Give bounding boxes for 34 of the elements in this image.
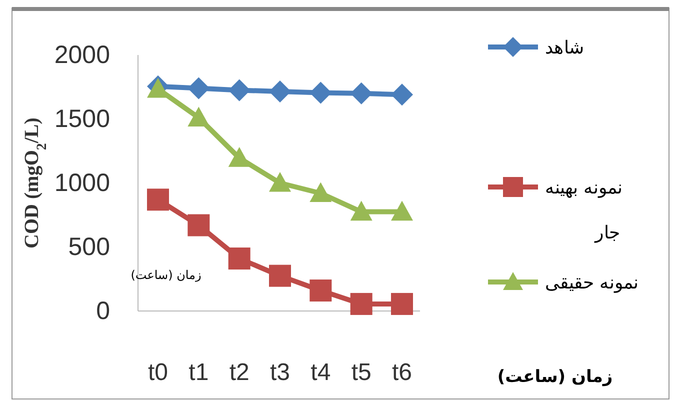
x-tick-label: t3 <box>270 359 290 386</box>
x-tick-label: t0 <box>148 359 168 386</box>
point <box>228 79 250 102</box>
y-tick-label: 1000 <box>54 169 110 197</box>
point <box>228 248 250 270</box>
y-tick-label: 2000 <box>54 41 110 69</box>
point <box>147 188 169 211</box>
point <box>350 292 372 315</box>
legend-label: نمونه حقیقی <box>545 272 639 294</box>
x-axis-title: زمان (ساعت) <box>497 367 613 387</box>
point <box>391 84 413 106</box>
point <box>188 77 210 100</box>
x-tick-label: t2 <box>229 359 250 386</box>
y-tick-label: 1500 <box>54 105 110 133</box>
point <box>269 80 291 102</box>
x-tick-label: t5 <box>351 359 372 386</box>
point <box>269 264 291 287</box>
point <box>350 200 372 221</box>
x-tick-label: t1 <box>188 359 209 386</box>
x-tick-label: t6 <box>392 359 412 386</box>
point <box>391 292 413 315</box>
annotation: زمان (ساعت) <box>130 268 202 282</box>
point <box>188 106 210 127</box>
point <box>188 214 210 236</box>
point <box>310 280 332 302</box>
x-tick-label: t4 <box>310 359 331 386</box>
point <box>310 182 332 202</box>
y-tick-label: 500 <box>68 233 110 261</box>
point <box>269 172 291 192</box>
legend-label: شاهد <box>545 37 584 58</box>
point <box>391 200 413 221</box>
y-tick-label: 0 <box>96 297 110 325</box>
point <box>228 147 250 167</box>
text: نمونه بهینه جار <box>545 177 623 244</box>
